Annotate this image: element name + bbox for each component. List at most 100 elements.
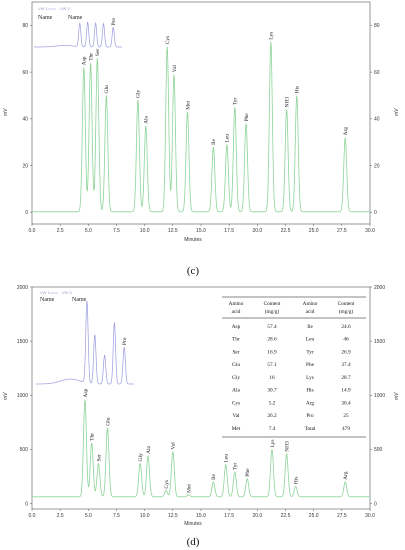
y-tick-label-right: 500 bbox=[374, 447, 383, 453]
panel-label-c: (c) bbox=[187, 265, 200, 277]
table-cell: 479 bbox=[342, 426, 350, 432]
table-cell: 57.1 bbox=[267, 362, 277, 368]
peak-label: Asp bbox=[82, 56, 88, 65]
y-tick-labels: 0 0 20 20 40 40 60 60 80 80 bbox=[22, 23, 379, 216]
inset-name-label: Name bbox=[38, 15, 53, 21]
legend-entry: VW 1 bbox=[38, 6, 49, 11]
peak-label: NH3 bbox=[284, 441, 290, 452]
y-tick-label-right: 20 bbox=[374, 163, 380, 169]
peak-label: Arg bbox=[343, 471, 349, 480]
x-tick-label: 17.5 bbox=[224, 228, 234, 234]
table-cell: 26.2 bbox=[267, 413, 277, 419]
table-cell: Cys bbox=[232, 400, 240, 406]
inset-trace bbox=[34, 21, 122, 48]
table-cell: 28.7 bbox=[341, 375, 351, 381]
peak-label: Ala bbox=[146, 445, 152, 454]
peak-label: Ser bbox=[96, 454, 102, 462]
peak-label: Arg bbox=[343, 127, 349, 136]
y-tick-label: 1500 bbox=[17, 339, 28, 345]
amino-acid-table: AminoacidContent(mg/g)AminoacidContent(m… bbox=[222, 296, 366, 438]
peak-label: Met bbox=[186, 484, 192, 493]
y-tick-label-right: 40 bbox=[374, 117, 380, 123]
panel-label-d: (d) bbox=[187, 536, 200, 548]
table-cell: His bbox=[306, 388, 313, 394]
y-tick-label: 80 bbox=[22, 23, 28, 29]
peak-label: Ala bbox=[144, 115, 150, 124]
table-header: Content bbox=[338, 301, 355, 307]
peak-label: His bbox=[293, 477, 299, 485]
y-tick-label-right: 80 bbox=[374, 23, 380, 29]
table-cell: 16.9 bbox=[267, 349, 277, 355]
x-tick-label: 15.0 bbox=[196, 228, 206, 234]
x-tick-label: 17.5 bbox=[224, 513, 234, 519]
peak-label: Val bbox=[172, 65, 178, 73]
peak-label: Gly bbox=[138, 453, 144, 462]
chromatogram-c: mV mV Minutes 0.0 2.5 5.0 7.5 10.0 12.5 15.0 17… bbox=[3, 1, 400, 277]
x-tick-label: 25.0 bbox=[309, 228, 319, 234]
x-tick-label: 5.0 bbox=[85, 513, 92, 519]
table-header: acid bbox=[232, 309, 241, 315]
table-cell: 30.7 bbox=[267, 388, 277, 394]
table-cell: 16 bbox=[269, 375, 275, 381]
x-tick-label: 20.0 bbox=[252, 228, 262, 234]
x-tick-label: 22.5 bbox=[281, 228, 291, 234]
peak-label: Ile bbox=[211, 139, 217, 145]
peak-label: Asp bbox=[83, 388, 89, 397]
x-tick-label: 10.0 bbox=[140, 228, 150, 234]
chromatogram-trace bbox=[32, 41, 370, 213]
table-background bbox=[222, 297, 366, 437]
peak-label: Phe bbox=[244, 113, 250, 122]
peak-label: Cys bbox=[165, 36, 171, 45]
peak-label: Lys bbox=[270, 439, 276, 447]
x-tick-label: 27.5 bbox=[337, 513, 347, 519]
table-cell: 24.6 bbox=[341, 324, 351, 330]
chromatogram-trace bbox=[32, 399, 370, 498]
inset-peak-label: Pro bbox=[122, 337, 128, 345]
y-tick-label-right: 0 bbox=[374, 501, 377, 507]
peak-label: Val bbox=[171, 442, 177, 450]
table-cell: Gly bbox=[232, 375, 240, 381]
peak-label: Leu bbox=[224, 454, 230, 463]
peak-label: Thr bbox=[88, 53, 94, 61]
peak-label: Thr bbox=[90, 433, 96, 441]
peak-label: Leu bbox=[225, 134, 231, 143]
x-tick-labels: 0.0 2.5 5.0 7.5 10.0 12.5 15.0 17.5 20.0 22.5 25.0… bbox=[29, 224, 375, 234]
peak-label: Phe bbox=[245, 468, 251, 477]
inset-name-label: Name bbox=[68, 15, 83, 21]
y-tick-label: 1000 bbox=[17, 393, 28, 399]
y-axis-label-left: mV bbox=[3, 392, 9, 400]
table-header: Amino bbox=[303, 301, 318, 307]
legend-entry: VW 1 bbox=[40, 290, 51, 295]
peak-label: Glu bbox=[104, 85, 110, 94]
x-axis-label: Minutes bbox=[184, 237, 202, 243]
x-axis-label: Minutes bbox=[184, 521, 202, 527]
table-header: (mg/g) bbox=[339, 308, 354, 315]
x-tick-label: 30.0 bbox=[365, 228, 375, 234]
table-cell: Met bbox=[232, 426, 241, 432]
legend-entry: VW 2 bbox=[60, 6, 71, 11]
x-tick-label: 7.5 bbox=[113, 513, 120, 519]
x-tick-label: 22.5 bbox=[281, 513, 291, 519]
peak-label: Tyr bbox=[233, 97, 239, 105]
y-axis-label-right: mV bbox=[394, 108, 400, 116]
peak-labels: AspThrSerGluGlyAlaCysValMetIleLeuTyrPheL… bbox=[83, 388, 349, 493]
x-tick-labels: 0.0 2.5 5.0 7.5 10.0 12.5 15.0 17.5 20.0 22.5 25.0… bbox=[29, 509, 375, 519]
table-cell: 25 bbox=[343, 413, 349, 419]
peak-label: Gly bbox=[136, 90, 142, 99]
y-axis-label-right: mV bbox=[394, 392, 400, 400]
table-header: Content bbox=[264, 301, 281, 307]
table-cell: Lys bbox=[306, 375, 314, 381]
table-cell: Phe bbox=[306, 362, 315, 368]
y-tick-label: 40 bbox=[22, 117, 28, 123]
x-tick-label: 10.0 bbox=[140, 513, 150, 519]
x-tick-label: 12.5 bbox=[168, 513, 178, 519]
x-tick-label: 7.5 bbox=[113, 228, 120, 234]
peak-label: NH3 bbox=[284, 97, 290, 108]
inset-chromatogram: VW 1 VW 2 Name Name Pro bbox=[34, 6, 122, 48]
table-cell: 7.4 bbox=[269, 426, 276, 432]
inset-name-label: Name bbox=[40, 297, 55, 303]
table-cell: Glu bbox=[232, 362, 240, 368]
y-tick-label: 60 bbox=[22, 70, 28, 76]
x-tick-label: 20.0 bbox=[252, 513, 262, 519]
x-tick-label: 15.0 bbox=[196, 513, 206, 519]
